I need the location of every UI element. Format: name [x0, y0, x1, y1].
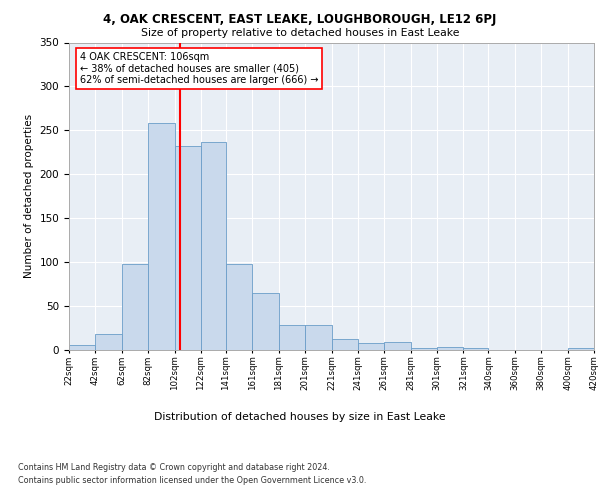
Text: 4, OAK CRESCENT, EAST LEAKE, LOUGHBOROUGH, LE12 6PJ: 4, OAK CRESCENT, EAST LEAKE, LOUGHBOROUG… [103, 12, 497, 26]
Bar [148, 124, 175, 350]
Bar [358, 343, 384, 350]
Text: 4 OAK CRESCENT: 106sqm
← 38% of detached houses are smaller (405)
62% of semi-de: 4 OAK CRESCENT: 106sqm ← 38% of detached… [79, 52, 318, 85]
Bar [384, 342, 410, 350]
Text: Distribution of detached houses by size in East Leake: Distribution of detached houses by size … [154, 412, 446, 422]
Bar [410, 348, 437, 350]
Bar [568, 348, 594, 350]
Bar [122, 264, 148, 350]
Bar [201, 142, 226, 350]
Bar [69, 344, 95, 350]
Bar [279, 324, 305, 350]
Bar [175, 146, 201, 350]
Text: Contains public sector information licensed under the Open Government Licence v3: Contains public sector information licen… [18, 476, 367, 485]
Bar [226, 264, 253, 350]
Text: Contains HM Land Registry data © Crown copyright and database right 2024.: Contains HM Land Registry data © Crown c… [18, 462, 330, 471]
Bar [332, 338, 358, 350]
Text: Size of property relative to detached houses in East Leake: Size of property relative to detached ho… [141, 28, 459, 38]
Bar [95, 334, 122, 350]
Y-axis label: Number of detached properties: Number of detached properties [24, 114, 34, 278]
Bar [437, 348, 463, 350]
Bar [253, 293, 279, 350]
Bar [463, 348, 488, 350]
Bar [305, 324, 332, 350]
